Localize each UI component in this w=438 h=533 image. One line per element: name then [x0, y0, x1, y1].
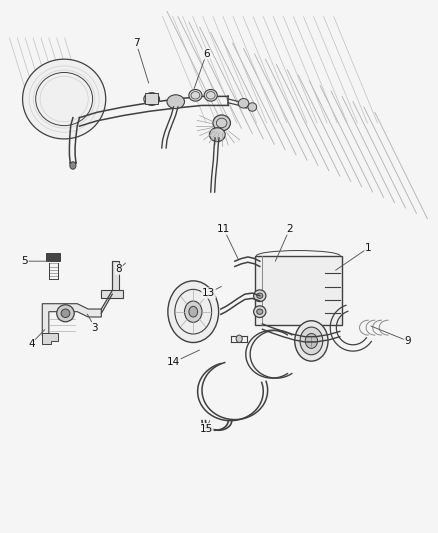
Polygon shape [42, 304, 101, 336]
Ellipse shape [166, 95, 184, 109]
Polygon shape [46, 253, 60, 261]
Text: 8: 8 [115, 264, 122, 274]
Circle shape [167, 281, 218, 343]
Circle shape [188, 306, 197, 317]
Circle shape [70, 162, 76, 169]
Ellipse shape [144, 93, 159, 106]
Text: 5: 5 [21, 256, 28, 266]
Ellipse shape [256, 309, 262, 314]
Text: 6: 6 [203, 49, 209, 59]
Ellipse shape [61, 309, 70, 318]
Ellipse shape [238, 99, 248, 108]
Text: 9: 9 [403, 336, 410, 346]
Text: 4: 4 [28, 338, 35, 349]
Ellipse shape [209, 128, 225, 142]
Polygon shape [101, 290, 123, 298]
Bar [145, 93, 158, 104]
Ellipse shape [247, 103, 256, 111]
Ellipse shape [57, 305, 74, 322]
Circle shape [236, 335, 242, 343]
Circle shape [299, 327, 322, 355]
Circle shape [294, 321, 327, 361]
Text: 3: 3 [91, 322, 98, 333]
Polygon shape [112, 261, 119, 296]
Text: 11: 11 [217, 224, 230, 235]
Polygon shape [42, 333, 57, 344]
Text: 15: 15 [199, 424, 212, 434]
Ellipse shape [22, 59, 106, 139]
Polygon shape [254, 256, 341, 325]
Text: 1: 1 [364, 243, 371, 253]
Text: 7: 7 [133, 38, 139, 48]
Ellipse shape [256, 293, 262, 298]
Text: 2: 2 [286, 224, 292, 235]
Text: 14: 14 [166, 357, 180, 367]
Ellipse shape [253, 290, 265, 302]
Text: 13: 13 [201, 288, 215, 298]
Circle shape [304, 334, 317, 349]
Ellipse shape [212, 115, 230, 131]
Ellipse shape [253, 306, 265, 318]
Ellipse shape [188, 90, 201, 101]
Circle shape [184, 301, 201, 322]
Ellipse shape [204, 90, 217, 101]
